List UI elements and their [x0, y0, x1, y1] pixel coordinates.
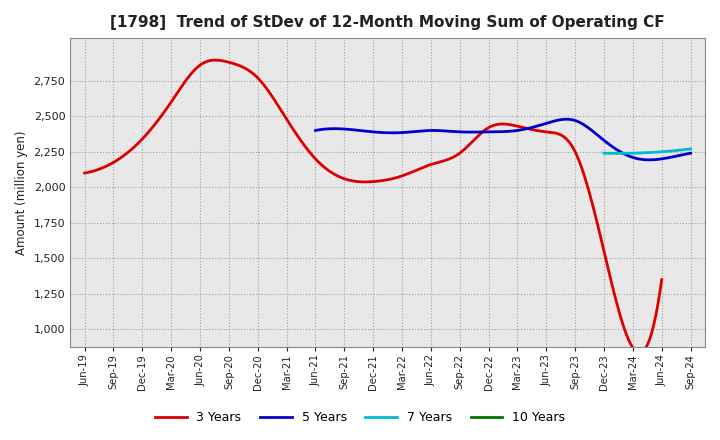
5 Years	[311, 128, 320, 133]
5 Years	[686, 150, 695, 156]
7 Years	[678, 147, 687, 153]
3 Years	[636, 350, 645, 356]
7 Years	[673, 148, 682, 153]
5 Years	[654, 157, 662, 162]
Line: 3 Years: 3 Years	[84, 60, 662, 353]
7 Years	[653, 150, 662, 155]
7 Years	[600, 150, 608, 156]
3 Years	[82, 170, 91, 176]
7 Years	[651, 150, 660, 155]
5 Years	[562, 117, 571, 122]
3 Years	[569, 145, 577, 150]
5 Years	[541, 121, 549, 126]
3 Years	[212, 58, 220, 63]
Line: 5 Years: 5 Years	[315, 119, 690, 160]
Title: [1798]  Trend of StDev of 12-Month Moving Sum of Operating CF: [1798] Trend of StDev of 12-Month Moving…	[110, 15, 665, 30]
3 Years	[657, 277, 666, 282]
3 Years	[426, 162, 434, 168]
3 Years	[436, 159, 444, 165]
5 Years	[629, 155, 637, 160]
5 Years	[645, 157, 654, 162]
Legend: 3 Years, 5 Years, 7 Years, 10 Years: 3 Years, 5 Years, 7 Years, 10 Years	[150, 407, 570, 429]
3 Years	[80, 170, 89, 176]
Y-axis label: Amount (million yen): Amount (million yen)	[15, 130, 28, 255]
3 Years	[424, 163, 433, 168]
5 Years	[534, 123, 542, 128]
7 Years	[652, 150, 660, 155]
5 Years	[312, 128, 321, 133]
7 Years	[686, 146, 695, 151]
7 Years	[600, 150, 608, 156]
3 Years	[606, 272, 614, 277]
Line: 7 Years: 7 Years	[604, 149, 690, 154]
5 Years	[534, 123, 543, 128]
7 Years	[614, 151, 623, 156]
